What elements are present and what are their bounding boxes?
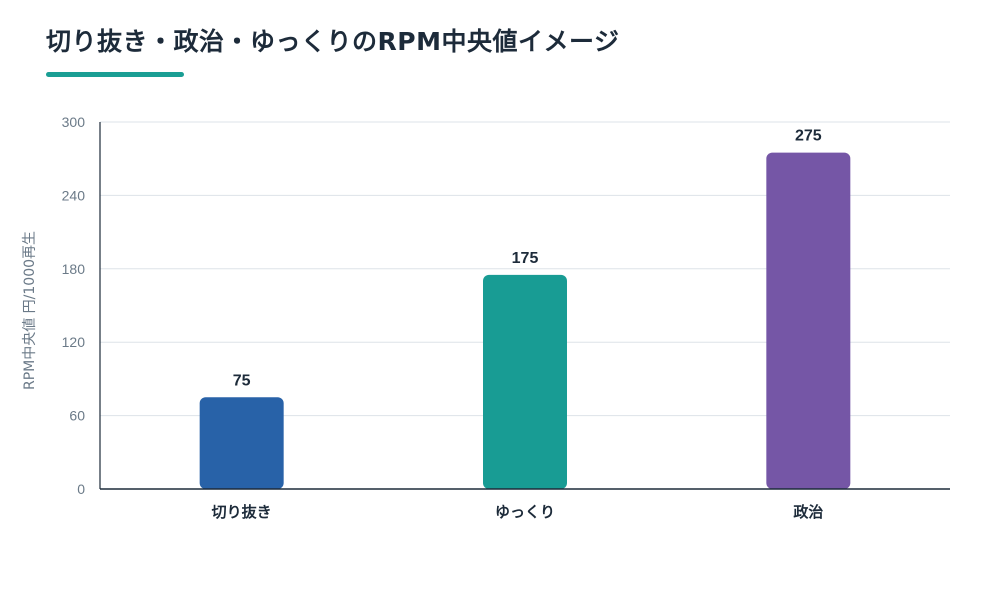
x-tick-labels: 切り抜き ゆっくり 政治 bbox=[212, 503, 824, 521]
title-underline bbox=[46, 72, 184, 77]
bar-2 bbox=[483, 274, 567, 489]
bar-3 bbox=[766, 152, 851, 490]
y-tick-label: 0 bbox=[77, 481, 85, 497]
y-tick-label: 180 bbox=[62, 261, 86, 277]
y-axis-label: RPM中央値 円/1000再生 bbox=[22, 231, 38, 390]
x-tick-label: ゆっくり bbox=[495, 503, 555, 521]
y-tick-label: 240 bbox=[62, 187, 86, 203]
bars bbox=[199, 152, 851, 490]
y-tick-label: 120 bbox=[62, 334, 86, 350]
bar-1 bbox=[199, 397, 284, 489]
x-tick-label: 切り抜き bbox=[212, 503, 272, 521]
data-label: 75 bbox=[233, 372, 251, 389]
y-tick-label: 300 bbox=[62, 114, 86, 130]
y-tick-label: 60 bbox=[69, 408, 85, 424]
data-label: 175 bbox=[512, 250, 539, 267]
x-tick-label: 政治 bbox=[793, 503, 823, 521]
chart-title: 切り抜き・政治・ゆっくりのRPM中央値イメージ bbox=[46, 27, 620, 56]
y-tick-labels: 0 60 120 180 240 300 bbox=[62, 114, 86, 497]
data-labels: 75 175 275 bbox=[233, 128, 822, 390]
data-label: 275 bbox=[795, 128, 822, 145]
